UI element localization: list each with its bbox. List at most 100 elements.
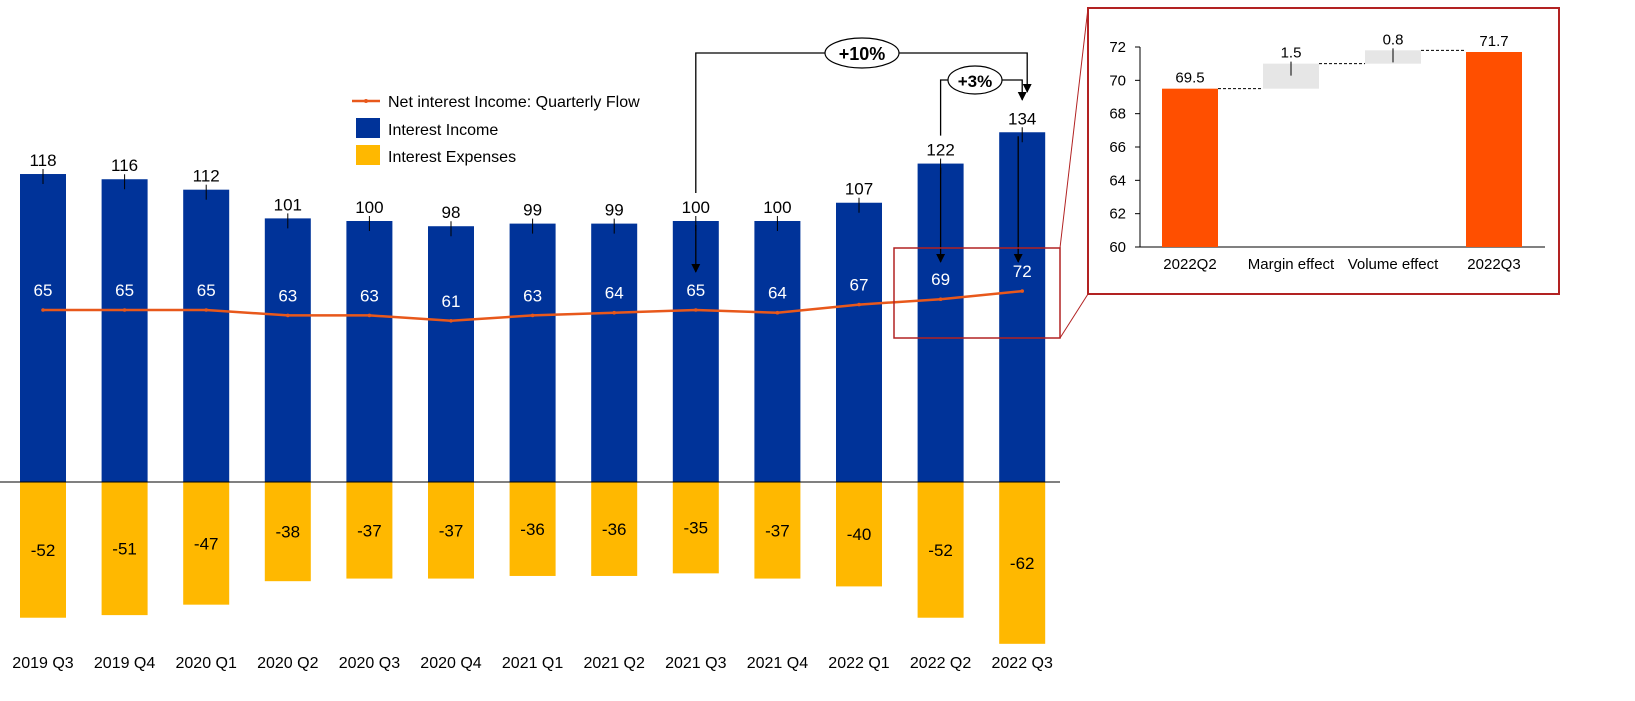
income-bar — [346, 221, 393, 482]
expense-value-label: -37 — [357, 521, 382, 540]
growth-10-bubble — [824, 37, 900, 69]
expense-value-label: -51 — [112, 540, 137, 559]
expense-bar — [754, 482, 801, 579]
income-bar — [509, 223, 556, 483]
income-value-label: 99 — [605, 201, 624, 220]
net-value-label: 72 — [1013, 262, 1032, 281]
category-label: 2021 Q1 — [502, 655, 563, 672]
category-label: 2021 Q4 — [747, 655, 808, 672]
net-interest-point — [1020, 289, 1024, 293]
income-bar — [754, 221, 801, 482]
expense-value-label: -38 — [276, 523, 301, 542]
legend-swatch-expense — [356, 145, 380, 165]
net-interest-point — [286, 313, 290, 318]
category-label: 2020 Q4 — [420, 655, 481, 672]
net-value-label: 64 — [768, 284, 787, 303]
expense-value-label: -47 — [194, 534, 219, 553]
category-label: 2022 Q3 — [992, 655, 1053, 672]
income-value-label: 98 — [442, 203, 461, 222]
income-value-label: 100 — [355, 198, 383, 217]
net-interest-point — [367, 313, 372, 318]
income-bar — [20, 174, 66, 482]
expense-value-label: -52 — [31, 541, 56, 560]
category-label: 2020 Q2 — [257, 655, 318, 672]
expense-bar — [346, 482, 393, 579]
income-bar — [264, 218, 311, 482]
expense-value-label: -40 — [847, 525, 872, 544]
expense-bar — [999, 482, 1046, 644]
income-bar — [101, 179, 148, 483]
income-value-label: 134 — [1008, 109, 1036, 128]
net-value-label: 64 — [605, 284, 624, 303]
zoom-highlight-box — [893, 247, 1061, 339]
legend-label-expense: Interest Expenses — [388, 149, 516, 166]
legend-label-income: Interest Income — [388, 122, 498, 139]
expense-bar — [264, 482, 311, 582]
net-interest-point — [775, 310, 780, 315]
expense-value-label: -62 — [1010, 554, 1035, 573]
income-bar — [428, 226, 474, 482]
category-label: 2022 Q2 — [910, 655, 971, 672]
net-interest-point — [204, 308, 208, 312]
income-value-label: 101 — [274, 195, 302, 214]
category-label: 2020 Q3 — [339, 655, 400, 672]
expense-bar — [509, 482, 556, 576]
expense-bar — [836, 482, 882, 587]
income-value-label: 112 — [193, 167, 220, 186]
net-interest-point — [449, 319, 453, 323]
net-value-label: 65 — [686, 281, 705, 300]
growth-3-label: +3% — [958, 72, 993, 91]
growth-3-bubble — [947, 65, 1003, 95]
income-value-label: 116 — [111, 156, 138, 175]
expense-value-label: -37 — [439, 521, 464, 540]
legend-swatch-income — [356, 118, 380, 138]
income-value-label: 100 — [682, 198, 710, 217]
net-value-label: 67 — [850, 276, 869, 295]
income-value-label: 118 — [29, 151, 56, 170]
net-value-label: 61 — [442, 292, 461, 311]
expense-bar — [672, 482, 719, 574]
expense-bar — [591, 482, 638, 576]
net-interest-point — [857, 302, 861, 307]
category-label: 2022 Q1 — [828, 655, 889, 672]
expense-value-label: -36 — [520, 520, 545, 539]
income-value-label: 122 — [926, 141, 954, 160]
category-label: 2019 Q3 — [12, 655, 73, 672]
category-label: 2019 Q4 — [94, 655, 155, 672]
income-value-label: 107 — [845, 180, 873, 199]
expense-value-label: -36 — [602, 520, 627, 539]
income-bar — [836, 202, 882, 483]
zoom-connector-top — [1059, 7, 1089, 249]
expense-value-label: -52 — [928, 541, 953, 560]
income-value-label: 99 — [523, 201, 542, 220]
legend-label-net: Net interest Income: Quarterly Flow — [388, 94, 640, 111]
expense-bar — [428, 482, 474, 579]
net-value-label: 63 — [523, 286, 542, 305]
net-interest-point — [530, 313, 535, 318]
expense-bar — [101, 482, 148, 616]
income-value-label: 100 — [763, 198, 791, 217]
net-interest-point — [938, 297, 943, 302]
net-value-label: 63 — [278, 286, 297, 305]
growth-10-label: +10% — [839, 44, 886, 64]
net-value-label: 65 — [34, 281, 53, 300]
expense-bar — [20, 482, 66, 618]
income-bar — [183, 189, 230, 482]
net-value-label: 69 — [931, 270, 950, 289]
net-interest-point — [122, 308, 127, 312]
expense-value-label: -37 — [765, 521, 790, 540]
net-value-label: 63 — [360, 286, 379, 305]
expense-bar — [183, 482, 230, 605]
income-bar — [591, 223, 638, 483]
expense-value-label: -35 — [684, 519, 709, 538]
net-interest-point — [612, 310, 616, 315]
expense-bar — [917, 482, 964, 618]
income-bar — [999, 132, 1046, 482]
category-label: 2020 Q1 — [176, 655, 237, 672]
net-value-label: 65 — [115, 281, 134, 300]
net-interest-point — [41, 308, 45, 312]
net-interest-point — [694, 308, 698, 312]
zoom-connector-bottom — [1059, 293, 1089, 339]
category-label: 2021 Q2 — [584, 655, 645, 672]
